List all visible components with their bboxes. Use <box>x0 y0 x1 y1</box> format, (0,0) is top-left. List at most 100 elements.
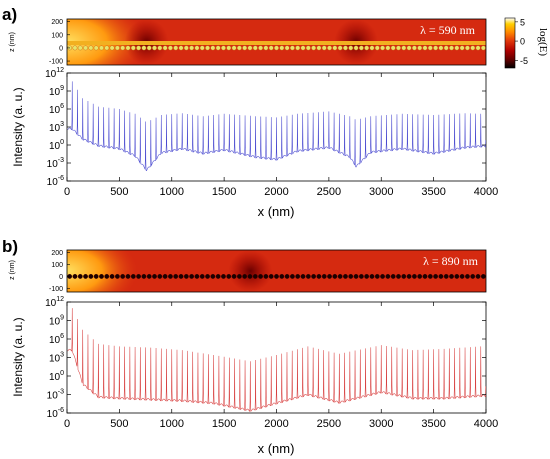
field-map-particle <box>146 45 152 51</box>
x-tick-label: 0 <box>64 418 70 430</box>
x-tick-label: 4000 <box>474 186 498 198</box>
field-map-particle <box>417 45 423 51</box>
field-map-particle <box>433 45 439 51</box>
y-tick-label: 10-6 <box>47 175 64 188</box>
z-tick-label: -100 <box>49 59 63 66</box>
field-map-particle <box>470 45 476 51</box>
field-map-particle <box>236 273 242 279</box>
y-tick-label: 100 <box>49 139 64 152</box>
field-map-particle <box>343 273 348 279</box>
field-map-particle <box>480 273 486 279</box>
field-map-particle <box>459 273 465 279</box>
field-map-particle <box>99 45 104 51</box>
field-map-particle <box>465 45 470 51</box>
field-map-particle <box>104 273 110 279</box>
y-tick-label: 109 <box>49 85 64 98</box>
y-tick-label: 103 <box>49 121 64 134</box>
field-map-b-z-label: z (nm) <box>9 260 16 280</box>
field-map-particle <box>141 273 147 279</box>
y-tick-label: 100 <box>49 370 64 383</box>
field-map-particle <box>146 273 152 279</box>
field-map-particle <box>295 45 301 51</box>
field-map-particle <box>183 273 189 279</box>
field-map-particle <box>136 273 142 279</box>
panel-b-label: b) <box>2 237 18 256</box>
field-map-particle <box>353 45 359 51</box>
field-map-particle <box>130 273 136 279</box>
field-map-particle <box>316 273 322 279</box>
field-map-particle <box>300 273 306 279</box>
y-tick-label: 106 <box>49 103 64 116</box>
field-map-particle <box>157 45 163 51</box>
field-map-particle <box>374 273 380 279</box>
plot-b-xlabel: x (nm) <box>258 441 295 456</box>
field-map-particle <box>88 273 94 279</box>
field-map-particle <box>385 273 391 279</box>
field-map-particle <box>369 273 375 279</box>
field-map-particle <box>480 45 486 51</box>
field-map-particle <box>247 45 253 51</box>
field-map-particle <box>348 45 354 51</box>
field-map-particle <box>210 273 216 279</box>
field-map-particle <box>332 45 338 51</box>
field-map-particle <box>337 273 343 279</box>
field-map-particle <box>83 45 88 51</box>
field-map-particle <box>231 273 237 279</box>
y-tick-label: 10-3 <box>47 389 64 402</box>
z-tick-label: 100 <box>51 32 63 39</box>
field-map-particle <box>199 45 205 51</box>
x-tick-label: 2500 <box>317 186 341 198</box>
y-tick-label: 106 <box>49 333 64 346</box>
field-map-particle <box>236 45 242 51</box>
field-map-particle <box>385 45 391 51</box>
field-map-particle <box>427 45 433 51</box>
field-map-particle <box>263 45 269 51</box>
field-map-particle <box>311 45 317 51</box>
field-map-particle <box>215 45 221 51</box>
x-tick-label: 2000 <box>264 418 288 430</box>
field-map-particle <box>83 273 88 279</box>
field-map-particle <box>279 45 285 51</box>
field-map-particle <box>290 45 295 51</box>
z-tick-label: 100 <box>51 262 63 269</box>
field-map-particle <box>279 273 285 279</box>
field-map-particle <box>72 273 78 279</box>
plot-a-ylabel: Intensity (a. u.) <box>11 87 25 166</box>
field-map-a-z-label: z (nm) <box>9 32 16 52</box>
field-map-particle <box>93 45 99 51</box>
field-map-particle <box>358 273 364 279</box>
field-map-b: λ = 890 nm z (nm) 200 100 0 -100 <box>9 249 487 293</box>
x-tick-label: 3500 <box>421 418 445 430</box>
field-map-particle <box>178 45 184 51</box>
x-tick-label: 1500 <box>212 418 236 430</box>
field-map-particle <box>422 45 428 51</box>
field-map-particle <box>449 45 454 51</box>
field-map-particle <box>300 45 306 51</box>
field-map-particle <box>321 273 327 279</box>
x-tick-label: 3000 <box>369 186 393 198</box>
field-map-particle <box>380 45 385 51</box>
plot-a: 1012 109 106 103 100 10-3 10-6 0 500 1000 1500 200… <box>11 67 498 219</box>
y-tick-label: 1012 <box>45 67 64 80</box>
field-map-particle <box>396 45 401 51</box>
field-map-particle <box>454 45 460 51</box>
field-map-particle <box>332 273 338 279</box>
field-map-particle <box>258 273 263 279</box>
field-map-b-frame <box>66 249 487 293</box>
field-map-particle <box>449 273 454 279</box>
field-map-particle <box>406 273 412 279</box>
field-map-particle <box>295 273 301 279</box>
field-map-particle <box>189 273 195 279</box>
field-map-particle <box>114 45 120 51</box>
z-tick-label: 0 <box>59 45 63 52</box>
field-map-particle <box>358 45 364 51</box>
x-tick-label: 3000 <box>369 418 393 430</box>
field-map-a: λ = 590 nm z (nm) 200 100 0 -100 <box>9 18 487 66</box>
field-map-particle <box>125 45 131 51</box>
field-map-particle <box>290 273 295 279</box>
field-map-particle <box>130 45 136 51</box>
colorbar-gradient <box>504 17 516 69</box>
field-map-particle <box>454 273 460 279</box>
field-map-particle <box>162 45 168 51</box>
y-tick-label: 10-6 <box>47 407 64 420</box>
